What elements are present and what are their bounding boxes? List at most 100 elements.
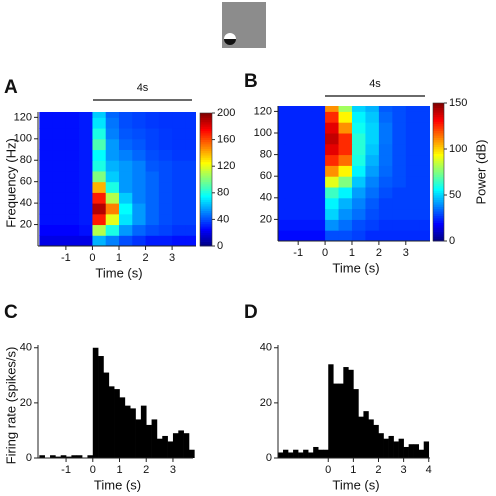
heatmap-cell <box>405 219 420 231</box>
heatmap-cell <box>325 187 340 199</box>
histogram-bar <box>318 449 324 458</box>
heatmap-cell <box>132 138 147 151</box>
histogram-bar <box>398 438 404 458</box>
histogram-bar <box>66 456 72 458</box>
heatmap-cell <box>92 160 107 172</box>
colorbar-step <box>200 157 212 160</box>
colorbar-step <box>433 149 444 152</box>
heatmap-cell <box>118 149 133 161</box>
heatmap-cell <box>105 213 120 226</box>
heatmap-cell <box>185 128 196 140</box>
heatmap-cell <box>145 149 160 161</box>
y-tick-label: 60 <box>20 176 32 188</box>
heatmap-cell <box>65 160 80 172</box>
heatmap-cell <box>284 230 299 241</box>
colorbar-step <box>200 135 212 138</box>
heatmap-cell <box>132 235 147 246</box>
heatmap-cell <box>392 230 407 241</box>
heatmap-cell <box>311 208 326 220</box>
heatmap-cell <box>145 138 160 151</box>
y-tick-label: 0 <box>266 452 272 464</box>
x-tick-label: 3 <box>401 464 407 476</box>
heatmap-cell <box>405 208 420 220</box>
heatmap-cell <box>284 154 299 166</box>
histogram-bar <box>388 435 394 458</box>
colorbar-step <box>433 213 444 217</box>
heatmap-cell <box>65 138 80 151</box>
x-tick-label: 1 <box>116 252 122 264</box>
heatmap-cell <box>392 143 407 156</box>
colorbar-step <box>433 220 444 223</box>
heatmap-cell <box>52 224 67 236</box>
heatmap-cell <box>351 106 366 112</box>
heatmap-cell <box>338 208 353 220</box>
y-tick-label: 120 <box>14 111 32 123</box>
histogram-bar <box>278 452 284 458</box>
heatmap-cell <box>118 117 133 129</box>
heatmap-cell <box>419 165 430 177</box>
colorbar-tick-label: 40 <box>217 213 229 225</box>
heatmap-cell <box>39 203 54 215</box>
heatmap-cell <box>79 235 93 246</box>
heatmap-cell <box>298 143 313 156</box>
heatmap-cell <box>92 213 107 226</box>
heatmap-cell <box>405 176 420 188</box>
heatmap-cell <box>405 197 420 210</box>
colorbar-step <box>200 217 212 220</box>
heatmap-cell <box>278 187 286 199</box>
heatmap-cell <box>39 235 54 246</box>
colorbar-step <box>433 139 444 143</box>
heatmap-cell <box>158 203 173 215</box>
colorbar-step <box>433 162 444 166</box>
colorbar-step <box>433 116 444 120</box>
heatmap-cell <box>351 165 366 177</box>
heatmap-cell <box>65 224 80 236</box>
heatmap-cell <box>105 192 120 204</box>
colorbar-step <box>200 239 212 242</box>
heatmap-cell <box>92 235 107 246</box>
x-tick-label: 1 <box>116 464 122 476</box>
histogram-bar <box>338 383 344 458</box>
heatmap-cell <box>311 106 326 112</box>
heatmap-cell <box>92 170 107 183</box>
heatmap-cell <box>132 181 147 193</box>
histogram-bar <box>303 449 309 458</box>
heatmap-cell <box>392 111 407 123</box>
histogram-bar <box>183 433 190 458</box>
heatmap-cell <box>278 230 286 241</box>
heatmap-cell <box>284 122 299 134</box>
heatmap-cell <box>311 111 326 123</box>
histogram-bar <box>383 438 389 458</box>
heatmap-cell <box>365 197 380 210</box>
heatmap-cell <box>284 133 299 145</box>
y-tick-label: 40 <box>20 197 32 209</box>
x-tick-label: -1 <box>61 252 71 264</box>
colorbar-step <box>433 165 444 168</box>
heatmap-cell <box>132 203 147 215</box>
histogram-bar <box>130 408 136 458</box>
heatmap-cell <box>365 122 380 134</box>
heatmap-cell <box>392 122 407 134</box>
heatmap-cell <box>52 235 67 246</box>
heatmap-cell <box>158 138 173 151</box>
colorbar-step <box>433 155 444 159</box>
x-tick-label: -1 <box>61 464 71 476</box>
heatmap-cell <box>105 117 120 129</box>
heatmap-cell <box>105 235 120 246</box>
panel-letter: D <box>244 302 258 323</box>
heatmap-cell <box>392 165 407 177</box>
heatmap-cell <box>365 106 380 112</box>
histogram-bar <box>98 356 104 458</box>
heatmap-cell <box>338 230 353 241</box>
colorbar-step <box>200 212 212 216</box>
heatmap-cell <box>132 128 147 140</box>
heatmap-cell <box>284 187 299 199</box>
histogram-bar <box>146 424 152 458</box>
y-tick-label: 20 <box>20 397 32 409</box>
heatmap-cell <box>419 154 430 166</box>
histogram-bar <box>135 419 142 458</box>
heatmap-cell <box>92 117 107 129</box>
heatmap-cell <box>351 187 366 199</box>
heatmap-cell <box>365 176 380 188</box>
heatmap-cell <box>105 128 120 140</box>
